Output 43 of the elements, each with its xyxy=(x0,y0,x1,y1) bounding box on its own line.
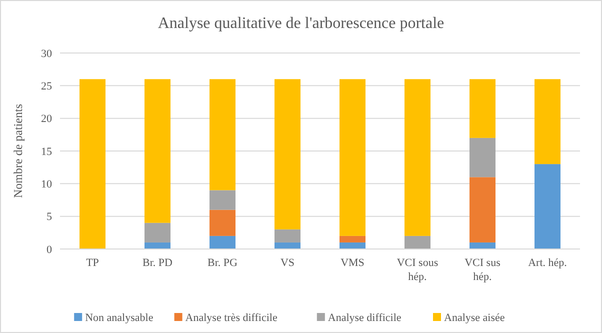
x-tick-label: VCI sus hép. xyxy=(464,257,500,283)
bar xyxy=(210,190,236,210)
bar xyxy=(274,229,300,242)
bar xyxy=(470,242,496,249)
bar xyxy=(470,177,496,242)
bar xyxy=(470,79,496,138)
bar xyxy=(144,242,170,249)
x-tick-label: VS xyxy=(280,257,295,269)
bar xyxy=(534,79,560,164)
bar xyxy=(274,242,300,249)
bar xyxy=(340,79,366,236)
bar xyxy=(210,210,236,236)
bar xyxy=(404,236,430,249)
y-tick-label: 30 xyxy=(41,48,52,60)
y-tick-label: 5 xyxy=(46,211,52,224)
bar xyxy=(340,242,366,249)
y-tick-label: 25 xyxy=(41,80,52,93)
bar xyxy=(470,138,496,178)
legend-label: Analyse très difficile xyxy=(185,312,278,324)
bar xyxy=(274,79,300,230)
y-tick-label: 10 xyxy=(41,178,52,191)
x-tick-label: VMS xyxy=(340,257,364,269)
bar xyxy=(144,79,170,223)
bar xyxy=(404,79,430,236)
bar xyxy=(144,222,170,242)
x-tick-label: Br. PG xyxy=(208,257,238,269)
y-axis-title: Nombre de patients xyxy=(11,104,25,198)
legend-label: Analyse aisée xyxy=(444,312,505,324)
bar xyxy=(80,79,106,249)
x-tick-label: VCI sous hép. xyxy=(396,257,438,283)
chart-title: Analyse qualitative de l'arborescence portale xyxy=(158,15,444,32)
bar xyxy=(210,79,236,190)
bar xyxy=(534,164,560,249)
y-tick-label: 0 xyxy=(46,244,52,256)
legend-label: Analyse difficile xyxy=(328,312,402,324)
y-tick-label: 15 xyxy=(41,146,52,158)
legend-label: Non analysable xyxy=(85,312,154,324)
bar xyxy=(210,236,236,249)
x-tick-label: Art. hép. xyxy=(528,257,568,269)
x-tick-label: TP xyxy=(86,257,99,269)
y-tick-label: 20 xyxy=(41,113,52,126)
bar xyxy=(340,236,366,242)
x-tick-label: Br. PD xyxy=(142,257,173,269)
